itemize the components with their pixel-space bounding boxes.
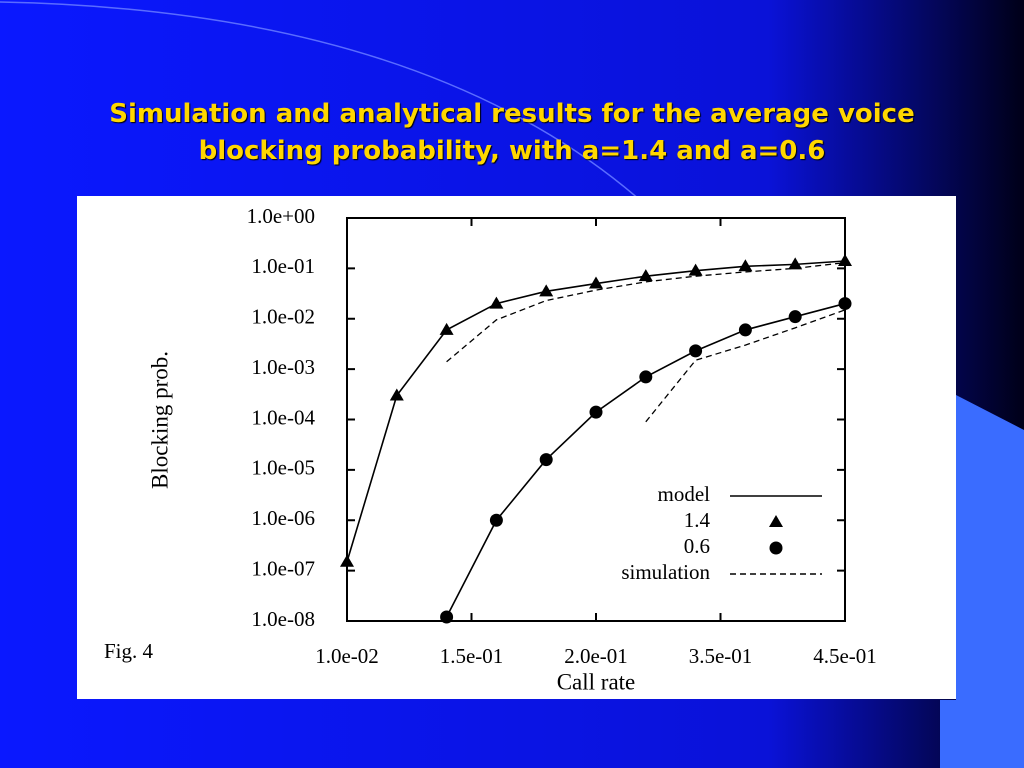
circle-marker: [838, 297, 852, 311]
y-tick-label: 1.0e-01: [251, 254, 315, 278]
slide-title: Simulation and analytical results for th…: [109, 99, 915, 166]
legend-label: 1.4: [684, 508, 711, 532]
circle-marker: [769, 541, 783, 555]
simulation-line: [446, 261, 846, 363]
y-tick-label: 1.0e-05: [251, 456, 315, 480]
x-tick-label: 3.5e-01: [689, 644, 753, 668]
triangle-marker: [489, 296, 504, 309]
y-tick-label: 1.0e-02: [251, 305, 315, 329]
triangle-marker: [769, 515, 783, 527]
circle-marker: [639, 370, 653, 384]
triangle-marker: [688, 263, 703, 276]
simulation-line: [645, 309, 846, 423]
figure-caption: Fig. 4: [104, 639, 154, 663]
triangle-marker: [738, 259, 753, 272]
y-tick-label: 1.0e-07: [251, 556, 315, 580]
y-tick-label: 1.0e-03: [251, 355, 315, 379]
y-axis-label: Blocking prob.: [147, 351, 172, 489]
circle-marker: [440, 610, 454, 624]
x-axis-label: Call rate: [557, 669, 636, 694]
legend-label: simulation: [621, 560, 710, 584]
y-tick-label: 1.0e+00: [247, 204, 315, 228]
triangle-marker: [638, 269, 653, 282]
circle-marker: [539, 453, 553, 467]
triangle-marker: [439, 322, 454, 335]
triangle-marker: [788, 257, 803, 270]
x-tick-label: 2.0e-01: [564, 644, 628, 668]
x-tick-label: 4.5e-01: [813, 644, 877, 668]
circle-marker: [489, 513, 503, 527]
circle-marker: [589, 405, 603, 419]
legend-label: model: [658, 482, 711, 506]
legend-label: 0.6: [684, 534, 710, 558]
circle-marker: [738, 323, 752, 337]
x-tick-label: 1.5e-01: [440, 644, 504, 668]
triangle-marker: [838, 254, 852, 267]
chart-panel: [77, 196, 956, 699]
x-tick-label: 1.0e-02: [315, 644, 379, 668]
y-tick-label: 1.0e-04: [251, 405, 315, 429]
y-tick-label: 1.0e-08: [251, 607, 315, 631]
triangle-marker: [539, 284, 554, 297]
circle-marker: [788, 310, 802, 324]
triangle-marker: [389, 388, 404, 401]
y-tick-label: 1.0e-06: [251, 506, 315, 530]
triangle-marker: [589, 276, 603, 289]
circle-marker: [689, 344, 703, 358]
triangle-marker: [340, 554, 354, 567]
